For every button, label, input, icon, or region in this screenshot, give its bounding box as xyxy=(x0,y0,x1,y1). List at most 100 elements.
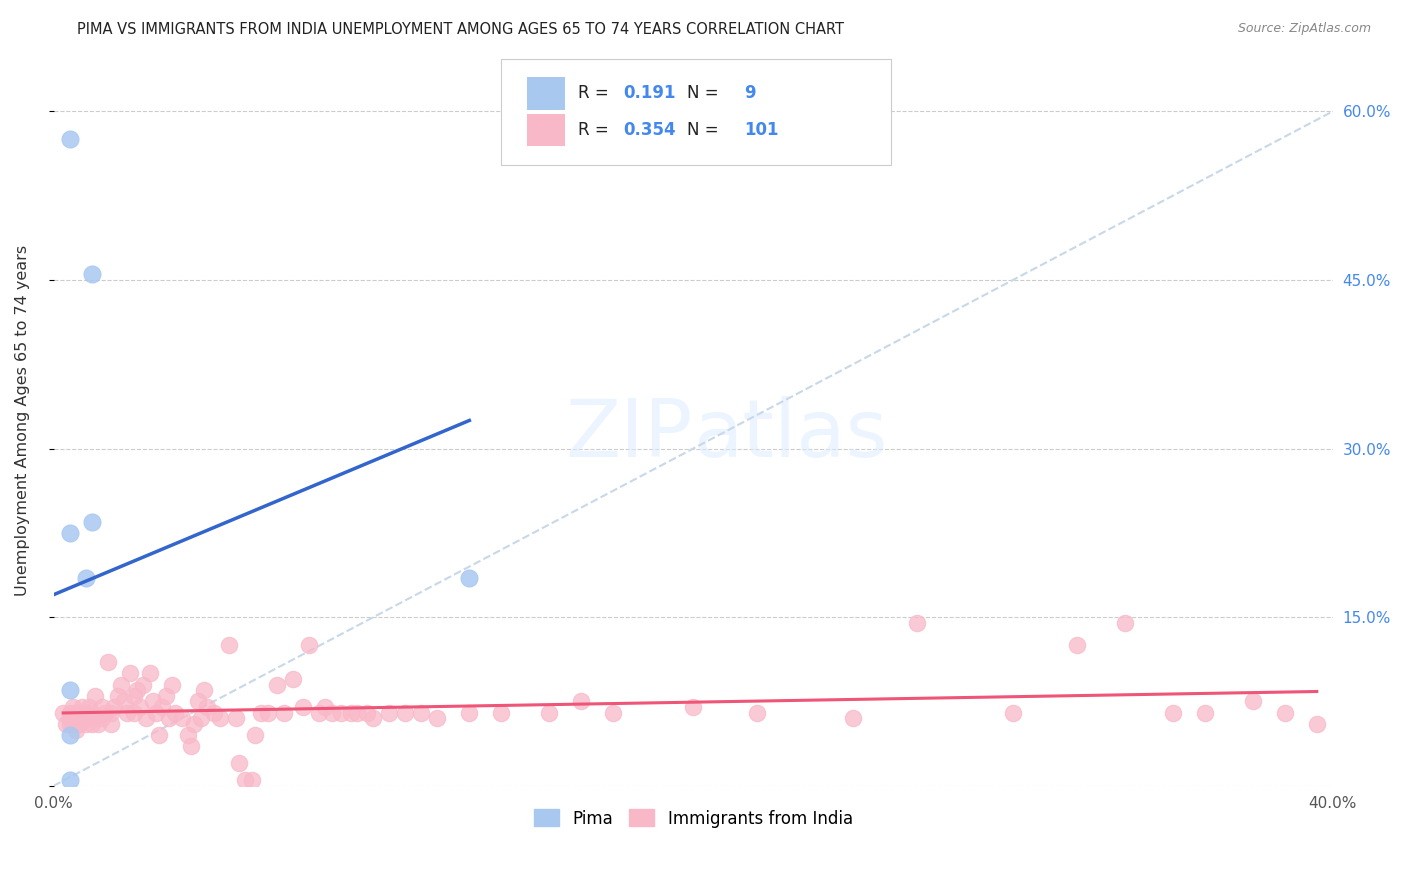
Point xyxy=(77,711,100,725)
Point xyxy=(77,700,100,714)
Point xyxy=(129,700,152,714)
Point xyxy=(363,711,385,725)
Point xyxy=(266,678,288,692)
Point xyxy=(378,706,401,720)
Point xyxy=(243,728,266,742)
Point xyxy=(125,683,148,698)
Point xyxy=(298,638,321,652)
Point xyxy=(145,706,167,720)
Point xyxy=(62,700,84,714)
Point xyxy=(411,706,433,720)
Point xyxy=(1274,706,1296,720)
Point xyxy=(80,515,103,529)
Point xyxy=(283,672,305,686)
Point xyxy=(202,706,225,720)
Point xyxy=(1194,706,1216,720)
Text: R =: R = xyxy=(578,84,614,102)
Point xyxy=(340,706,363,720)
Text: N =: N = xyxy=(686,84,724,102)
Point xyxy=(1161,706,1184,720)
Point xyxy=(80,706,103,720)
Point xyxy=(602,706,624,720)
Point xyxy=(100,706,122,720)
Point xyxy=(747,706,769,720)
Text: 9: 9 xyxy=(744,84,756,102)
Point xyxy=(842,711,865,725)
Point xyxy=(235,773,257,788)
Text: R =: R = xyxy=(578,121,614,139)
Text: N =: N = xyxy=(686,121,724,139)
Text: 0.191: 0.191 xyxy=(623,84,675,102)
Point xyxy=(177,728,200,742)
Point xyxy=(52,706,75,720)
Point xyxy=(1306,717,1329,731)
Text: Source: ZipAtlas.com: Source: ZipAtlas.com xyxy=(1237,22,1371,36)
Point xyxy=(55,717,77,731)
Point xyxy=(165,706,187,720)
Point xyxy=(1241,694,1264,708)
Point xyxy=(84,689,107,703)
FancyBboxPatch shape xyxy=(527,77,565,110)
Text: PIMA VS IMMIGRANTS FROM INDIA UNEMPLOYMENT AMONG AGES 65 TO 74 YEARS CORRELATION: PIMA VS IMMIGRANTS FROM INDIA UNEMPLOYME… xyxy=(77,22,845,37)
Point xyxy=(84,711,107,725)
Point xyxy=(225,711,247,725)
Point xyxy=(97,655,120,669)
Point xyxy=(195,700,218,714)
Point xyxy=(59,711,82,725)
Point xyxy=(148,728,170,742)
Point xyxy=(75,706,97,720)
Point xyxy=(458,571,481,585)
Point xyxy=(330,706,353,720)
Point xyxy=(314,700,336,714)
Point xyxy=(138,666,160,681)
Legend: Pima, Immigrants from India: Pima, Immigrants from India xyxy=(526,801,860,836)
Point xyxy=(1001,706,1024,720)
Point xyxy=(87,717,110,731)
Point xyxy=(292,700,315,714)
Point xyxy=(100,717,122,731)
Point xyxy=(59,706,82,720)
Y-axis label: Unemployment Among Ages 65 to 74 years: Unemployment Among Ages 65 to 74 years xyxy=(15,245,30,596)
Point xyxy=(103,700,125,714)
Point xyxy=(110,678,132,692)
Point xyxy=(62,717,84,731)
Point xyxy=(59,132,82,146)
FancyBboxPatch shape xyxy=(527,113,565,146)
Point xyxy=(107,689,129,703)
Point xyxy=(458,706,481,720)
Point xyxy=(208,711,231,725)
Point xyxy=(65,723,87,737)
Point xyxy=(59,728,82,742)
Point xyxy=(90,711,112,725)
Point xyxy=(80,268,103,282)
Point xyxy=(142,694,165,708)
Point xyxy=(346,706,368,720)
Text: 0.354: 0.354 xyxy=(623,121,675,139)
Point xyxy=(193,683,215,698)
Point xyxy=(90,700,112,714)
Point xyxy=(135,711,157,725)
Point xyxy=(180,739,202,754)
Point xyxy=(228,756,250,771)
Point xyxy=(308,706,330,720)
Point xyxy=(115,706,138,720)
Point xyxy=(122,689,145,703)
Point xyxy=(112,694,135,708)
Point xyxy=(67,717,90,731)
Point xyxy=(569,694,592,708)
Point xyxy=(218,638,240,652)
Point xyxy=(250,706,273,720)
Point xyxy=(273,706,295,720)
Point xyxy=(356,706,378,720)
Point xyxy=(75,717,97,731)
Point xyxy=(160,678,183,692)
Text: 101: 101 xyxy=(744,121,779,139)
FancyBboxPatch shape xyxy=(502,59,891,165)
Point xyxy=(80,717,103,731)
Point xyxy=(905,615,928,630)
Point xyxy=(65,706,87,720)
Text: atlas: atlas xyxy=(693,396,887,474)
Point xyxy=(1066,638,1088,652)
Point xyxy=(157,711,180,725)
Point xyxy=(75,571,97,585)
